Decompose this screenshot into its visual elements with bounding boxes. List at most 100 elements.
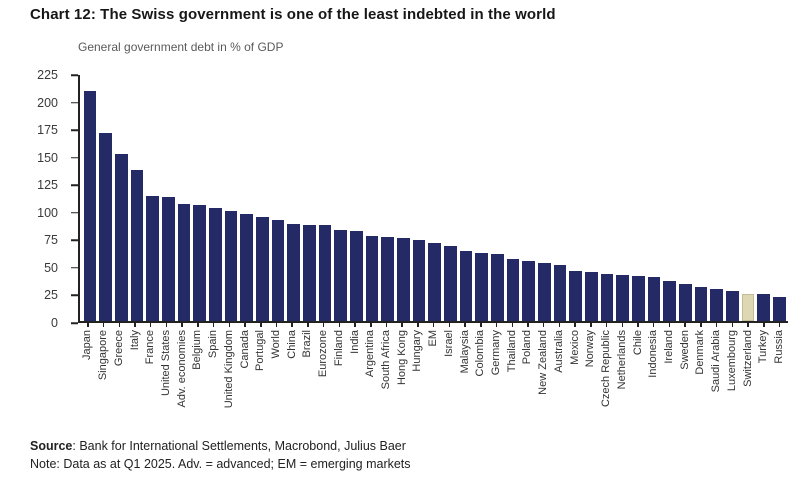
x-tick-label-brazil: Brazil [301, 330, 314, 358]
x-tick-label-argentina: Argentina [364, 330, 377, 378]
x-label-cell-luxembourg: Luxembourg [726, 323, 739, 408]
x-label-cell-czech-republic: Czech Republic [600, 323, 613, 408]
x-label-cell-norway: Norway [584, 323, 598, 408]
x-tick-label-eurozone: Eurozone [317, 330, 330, 378]
y-tick-label-100: 100 [37, 205, 58, 220]
x-tick-label-israel: Israel [442, 330, 455, 357]
x-tick-mark [149, 323, 152, 327]
x-label-cell-chile: Chile [632, 323, 645, 408]
bar-world [271, 220, 285, 321]
x-label-cell-australia: Australia [553, 323, 566, 408]
bar-finland [334, 230, 347, 321]
x-label-cell-turkey: Turkey [757, 323, 770, 408]
x-label-cell-china: China [286, 323, 299, 408]
x-tick-mark [291, 323, 293, 327]
x-label-cell-south-africa: South Africa [380, 323, 393, 408]
bar-argentina [365, 235, 379, 321]
x-label-cell-united-states: United States [160, 323, 173, 408]
bar-poland [522, 260, 535, 321]
bar-mexico [569, 270, 582, 321]
source-text: : Bank for International Settlements, Ma… [72, 439, 406, 453]
bar-singapore [99, 132, 112, 321]
x-tick-mark [244, 323, 246, 327]
y-tick-label-225: 225 [37, 68, 58, 82]
bar-em [428, 243, 441, 321]
bar-canada [240, 213, 253, 321]
x-tick-label-denmark: Denmark [694, 330, 707, 375]
x-label-cell-brazil: Brazil [301, 323, 315, 408]
x-tick-label-norway: Norway [584, 330, 597, 368]
bar-united-states [161, 197, 175, 321]
y-tick-mark-200 [71, 101, 78, 104]
bar-hungary [412, 240, 426, 321]
y-tick-mark-75 [71, 239, 78, 242]
bar-united-kingdom [224, 210, 238, 321]
x-tick-mark [401, 323, 403, 327]
x-label-cell-greece: Greece [113, 323, 126, 408]
x-axis-labels: Japan Singapore Greece Italy France United St… [78, 323, 788, 408]
x-tick-label-thailand: Thailand [505, 330, 518, 373]
x-tick-mark [448, 323, 451, 327]
bar-denmark [694, 287, 708, 321]
x-tick-mark [197, 323, 199, 327]
y-tick-mark-150 [71, 156, 78, 159]
x-tick-mark [212, 323, 215, 327]
y-tick-label-0: 0 [51, 316, 58, 330]
x-label-cell-germany: Germany [490, 323, 503, 408]
x-tick-label-hungary: Hungary [411, 330, 424, 372]
x-label-cell-sweden: Sweden [679, 323, 692, 408]
x-tick-mark [605, 323, 608, 327]
x-tick-label-mexico: Mexico [568, 330, 581, 365]
x-tick-label-greece: Greece [112, 330, 125, 367]
x-tick-mark [354, 323, 356, 327]
x-label-cell-finland: Finland [333, 323, 346, 408]
x-tick-mark [715, 323, 718, 327]
bar-ireland [663, 280, 677, 321]
y-tick-mark-50 [71, 267, 78, 269]
x-tick-mark [495, 323, 498, 327]
y-tick-label-75: 75 [44, 233, 58, 248]
x-tick-label-world: World [269, 330, 282, 359]
y-tick-label-175: 175 [37, 123, 58, 138]
x-tick-label-united-kingdom: United Kingdom [222, 330, 235, 409]
x-tick-mark [480, 323, 482, 327]
bar-china [287, 223, 300, 321]
x-tick-label-saudi-arabia: Saudi Arabia [710, 330, 723, 393]
x-tick-label-netherlands: Netherlands [615, 330, 628, 390]
x-tick-mark [668, 323, 671, 327]
x-tick-mark [511, 323, 514, 327]
x-tick-label-russia: Russia [772, 330, 785, 364]
chart-footer: Source: Bank for International Settlemen… [30, 437, 411, 473]
note-line: Note: Data as at Q1 2025. Adv. = advance… [30, 457, 411, 472]
x-tick-label-australia: Australia [552, 330, 565, 373]
bar-chile [632, 276, 645, 321]
y-tick-mark-125 [71, 184, 78, 186]
x-label-cell-portugal: Portugal [254, 323, 267, 408]
x-label-cell-hong-kong: Hong Kong [396, 323, 409, 408]
x-label-cell-france: France [144, 323, 157, 408]
x-tick-label-chile: Chile [631, 330, 644, 356]
chart-subtitle: General government debt in % of GDP [78, 40, 284, 54]
x-label-cell-poland: Poland [521, 323, 535, 408]
x-tick-mark [432, 323, 435, 327]
x-label-cell-em: EM [427, 323, 440, 408]
x-tick-label-finland: Finland [332, 330, 345, 367]
bar-israel [443, 245, 457, 321]
x-label-cell-italy: Italy [129, 323, 142, 408]
x-tick-mark [684, 323, 686, 327]
x-tick-label-china: China [285, 330, 298, 359]
x-tick-mark [260, 323, 262, 327]
x-tick-mark [118, 323, 121, 327]
x-tick-mark [527, 323, 529, 327]
bar-switzerland [741, 293, 755, 321]
x-tick-mark [700, 323, 702, 327]
y-tick-mark-225 [71, 74, 78, 76]
y-axis: 0 25 50 75 100 125 150 175 200 225 [0, 68, 78, 330]
bar-spain [208, 208, 222, 321]
x-label-cell-canada: Canada [239, 323, 252, 408]
x-tick-label-japan: Japan [81, 330, 94, 360]
x-label-cell-argentina: Argentina [364, 323, 377, 408]
x-tick-mark [417, 323, 419, 327]
x-tick-label-hong-kong: Hong Kong [395, 330, 408, 386]
